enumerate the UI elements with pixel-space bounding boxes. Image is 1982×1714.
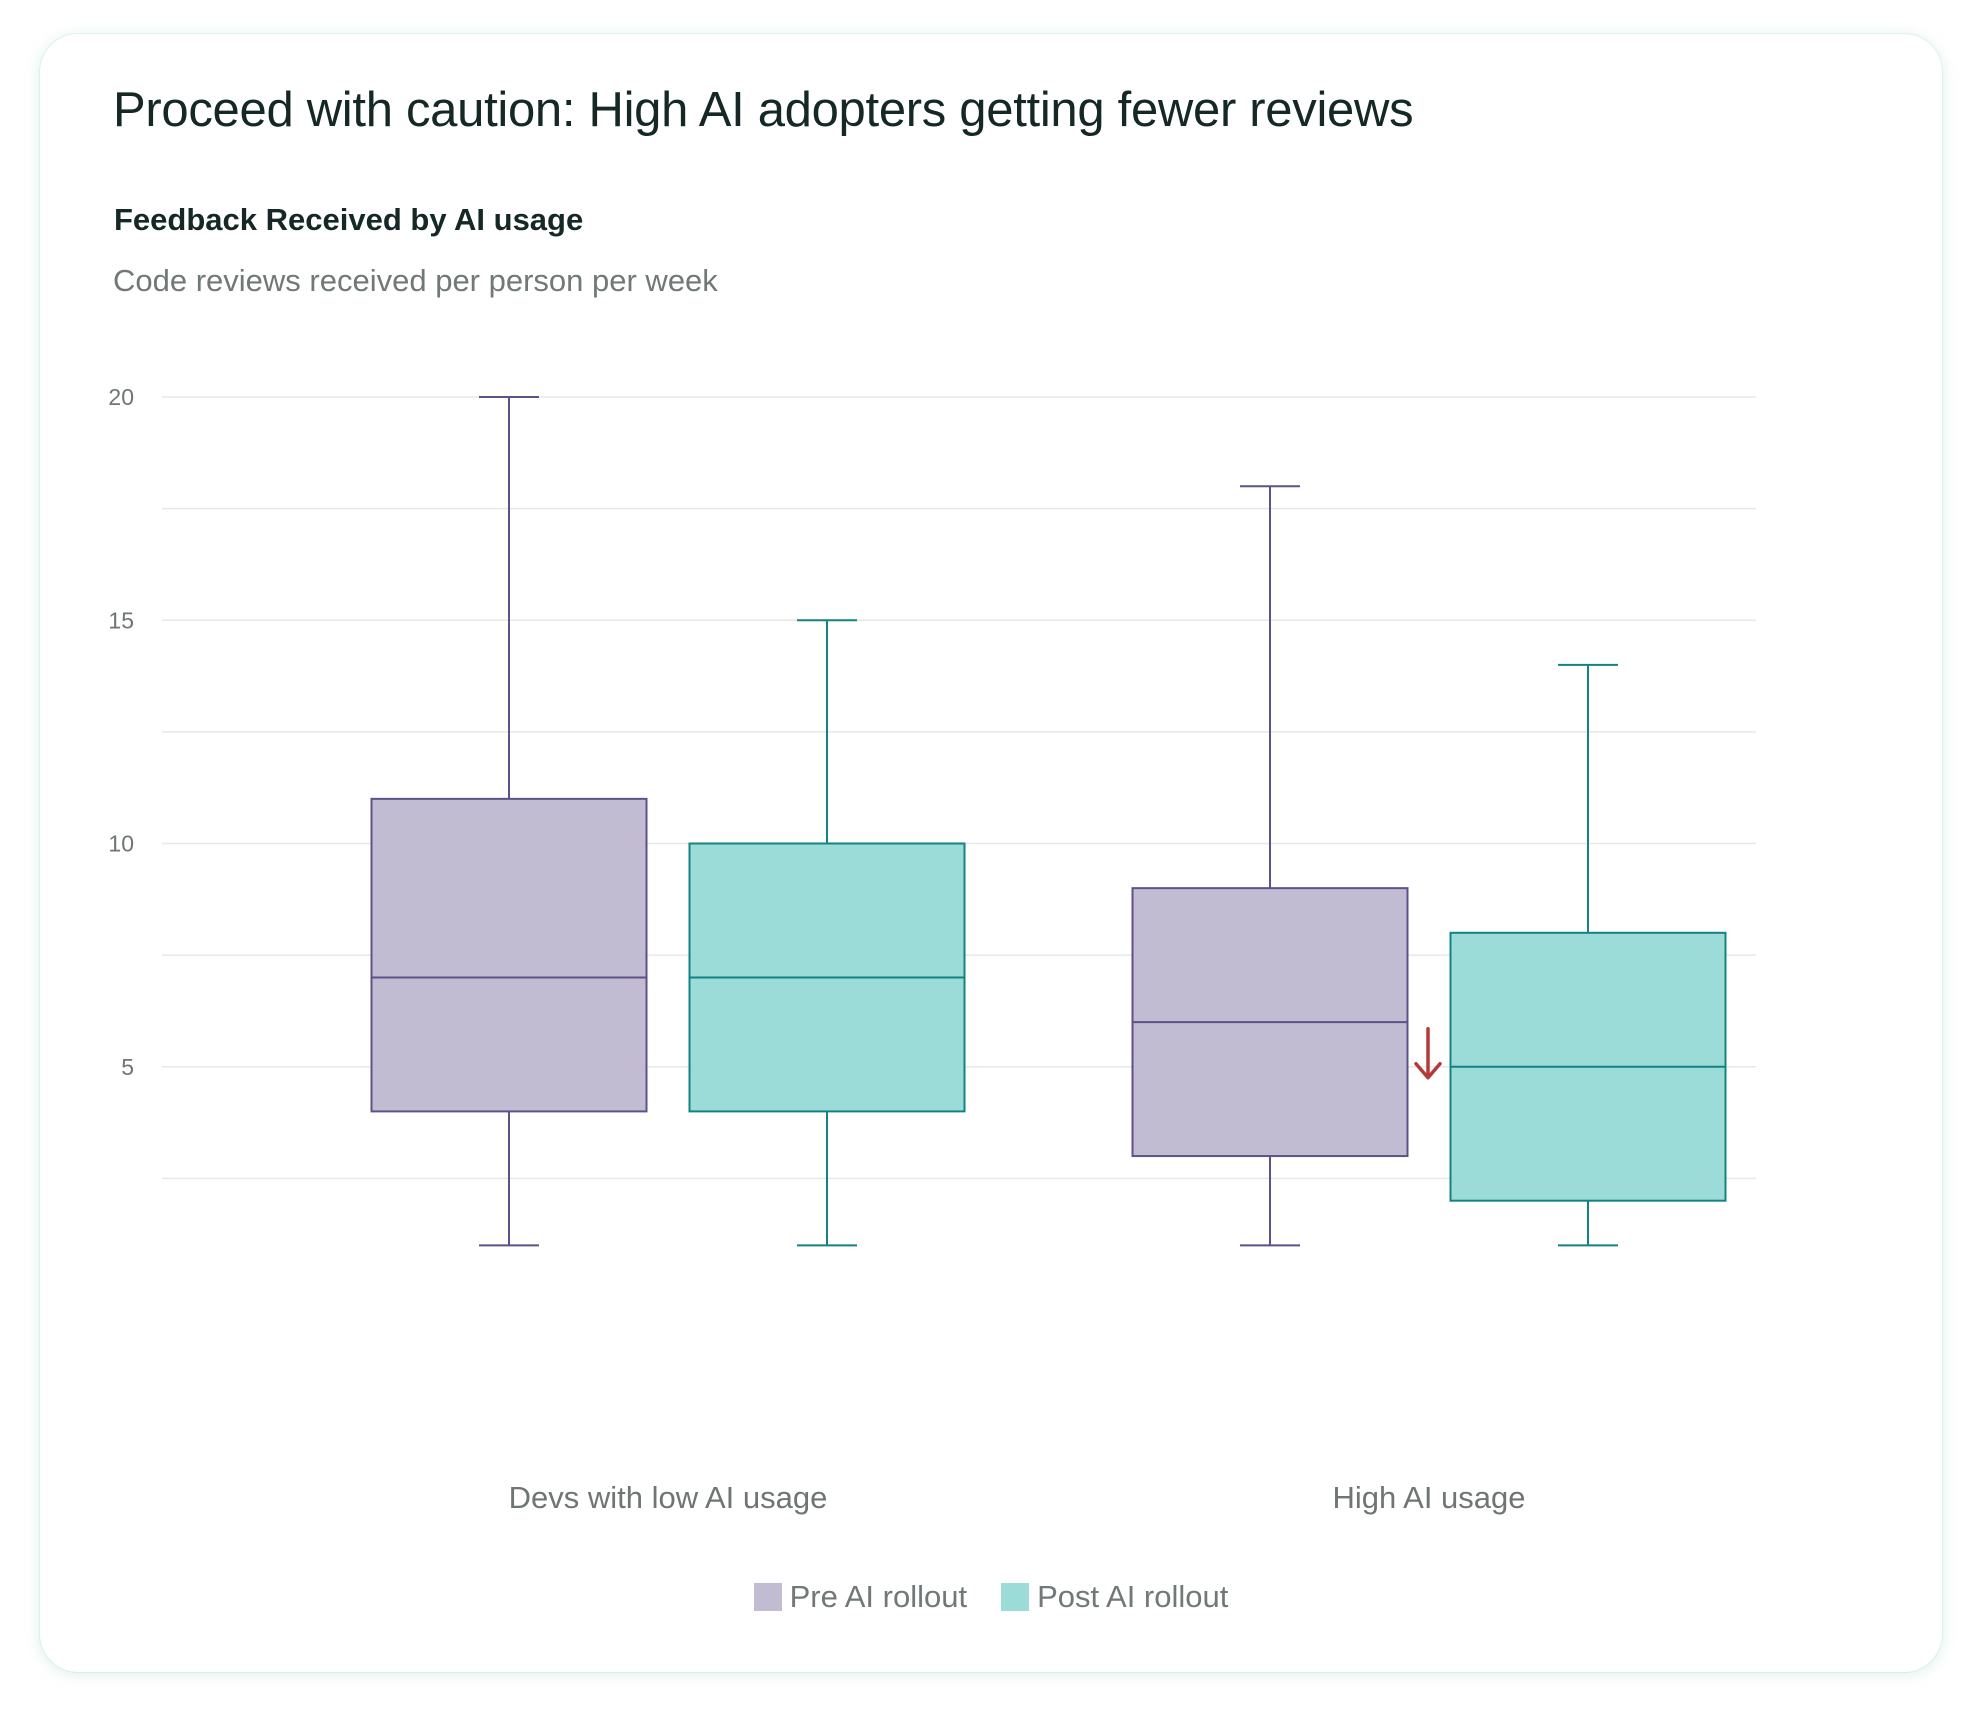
down-arrow-head (1414, 1062, 1442, 1080)
chart-legend: Pre AI rollout Post AI rollout (40, 1579, 1942, 1615)
legend-item-post-ai[interactable]: Post AI rollout (1001, 1579, 1228, 1615)
legend-swatch-post-ai (1001, 1583, 1030, 1611)
y-tick-label: 20 (108, 384, 134, 410)
legend-label-post-ai: Post AI rollout (1037, 1579, 1229, 1614)
x-category-label: High AI usage (1332, 1480, 1525, 1515)
legend-item-pre-ai[interactable]: Pre AI rollout (753, 1579, 968, 1615)
y-tick-label: 5 (121, 1054, 134, 1080)
y-tick-label: 15 (108, 607, 134, 633)
chart-card: Proceed with caution: High AI adopters g… (40, 34, 1942, 1672)
chart-subtitle: Feedback Received by AI usage (114, 202, 584, 237)
chart-caption: Code reviews received per person per wee… (113, 263, 718, 298)
card-title: Proceed with caution: High AI adopters g… (113, 83, 1414, 137)
y-tick-label: 10 (108, 831, 134, 857)
box-plot-chart: 5 10 15 20 Devs with low AI usage High AI usa… (108, 384, 1756, 1515)
legend-label-pre-ai: Pre AI rollout (789, 1579, 968, 1614)
iqr-box (370, 797, 648, 1113)
legend-swatch-pre-ai (753, 1583, 782, 1611)
x-category-label: Devs with low AI usage (509, 1480, 828, 1515)
